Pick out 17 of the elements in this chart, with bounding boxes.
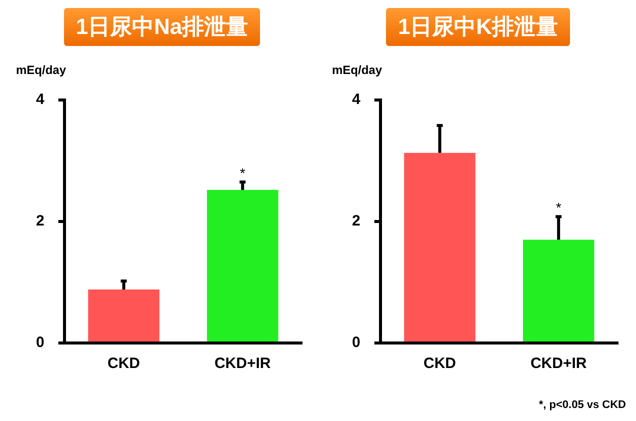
x-tick-label: CKD+IR bbox=[530, 355, 587, 372]
y-tick-label: 4 bbox=[352, 91, 361, 108]
y-axis-title: mEq/day bbox=[16, 63, 66, 77]
x-tick-label: CKD bbox=[424, 355, 456, 372]
y-tick-label: 0 bbox=[352, 334, 360, 352]
y-tick-label: 4 bbox=[36, 91, 45, 108]
y-tick-label: 2 bbox=[36, 212, 44, 230]
chart-title: 1日尿中Na排泄量 bbox=[64, 8, 260, 46]
y-tick-label: 2 bbox=[352, 212, 360, 230]
text: *, p<0.05 vs CKD bbox=[538, 399, 627, 411]
annotation: * bbox=[240, 165, 246, 182]
x-tick-label: CKD+IR bbox=[214, 355, 271, 372]
annotation: * bbox=[556, 200, 562, 216]
y-tick-label: 0 bbox=[36, 334, 44, 352]
x-tick-label: CKD bbox=[108, 355, 140, 372]
chart-title: 1日尿中K排泄量 bbox=[386, 8, 570, 46]
y-axis-title: mEq/day bbox=[332, 63, 382, 77]
